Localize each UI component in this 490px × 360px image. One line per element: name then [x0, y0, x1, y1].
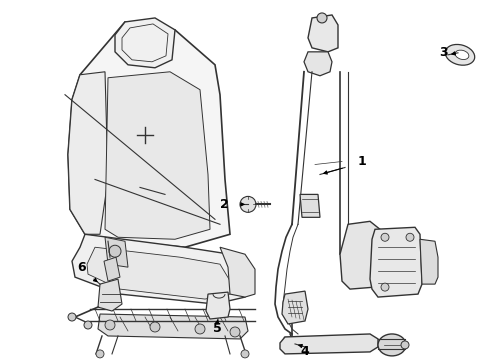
Polygon shape — [98, 314, 248, 339]
Circle shape — [406, 233, 414, 241]
Circle shape — [381, 233, 389, 241]
Circle shape — [68, 313, 76, 321]
Circle shape — [150, 322, 160, 332]
Ellipse shape — [378, 334, 406, 356]
Polygon shape — [304, 52, 332, 76]
Polygon shape — [340, 221, 382, 289]
Circle shape — [241, 350, 249, 358]
Circle shape — [240, 197, 256, 212]
Polygon shape — [98, 279, 122, 311]
Circle shape — [96, 350, 104, 358]
Polygon shape — [300, 194, 320, 217]
Text: 1: 1 — [358, 155, 367, 168]
Circle shape — [230, 327, 240, 337]
Circle shape — [109, 245, 121, 257]
Polygon shape — [280, 334, 378, 354]
Polygon shape — [105, 237, 128, 267]
Polygon shape — [68, 22, 230, 247]
Circle shape — [84, 321, 92, 329]
Polygon shape — [308, 15, 338, 52]
Text: 4: 4 — [301, 345, 309, 359]
Circle shape — [381, 283, 389, 291]
Polygon shape — [87, 247, 232, 299]
Polygon shape — [115, 18, 175, 68]
Polygon shape — [104, 257, 120, 281]
Circle shape — [317, 13, 327, 23]
Text: 2: 2 — [220, 198, 228, 211]
Polygon shape — [206, 292, 230, 319]
Circle shape — [105, 320, 115, 330]
Ellipse shape — [445, 44, 475, 65]
Polygon shape — [105, 72, 210, 239]
Polygon shape — [72, 234, 245, 304]
Polygon shape — [68, 72, 108, 234]
Text: 5: 5 — [213, 323, 221, 336]
Text: 3: 3 — [439, 46, 447, 59]
Polygon shape — [370, 227, 422, 297]
Circle shape — [195, 324, 205, 334]
Polygon shape — [220, 247, 255, 297]
Ellipse shape — [455, 50, 469, 59]
Circle shape — [401, 341, 409, 349]
Polygon shape — [282, 291, 308, 324]
Text: 6: 6 — [78, 261, 86, 274]
Polygon shape — [420, 239, 438, 284]
